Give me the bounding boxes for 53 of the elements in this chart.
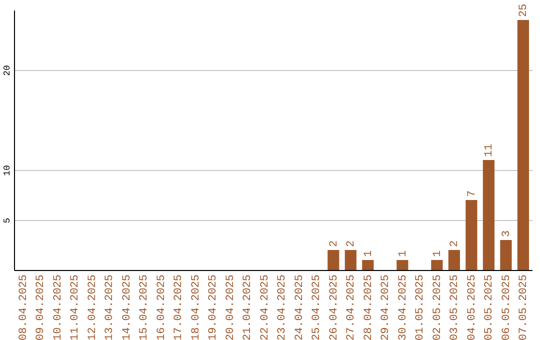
x-tick-label: 20.04.2025 [224,274,237,340]
bar [500,240,512,270]
x-tick-label: 12.04.2025 [86,274,99,340]
data-label: 2 [346,240,358,247]
x-tick-label: 11.04.2025 [70,274,82,340]
data-label: 1 [397,250,410,257]
x-tick-label: 23.04.2025 [276,274,289,340]
x-tick-label: 02.05.2025 [432,274,444,340]
y-tick-label: 10 [2,165,12,176]
data-label: 25 [518,4,530,17]
data-label: 1 [432,250,444,257]
bar [482,160,494,270]
x-tick-label: 07.05.2025 [518,274,530,340]
x-tick-label: 18.04.2025 [190,274,202,340]
bar [396,260,408,270]
bar [328,250,340,270]
x-tick-label: 29.04.2025 [380,274,392,340]
x-tick-label: 06.05.2025 [500,274,513,340]
data-label: 1 [362,250,375,257]
data-label: 3 [500,230,513,237]
data-label: 2 [449,240,462,247]
y-tick-label: 5 [2,218,12,224]
bar [448,250,460,270]
x-tick-label: 28.04.2025 [362,274,375,340]
x-tick-label: 03.05.2025 [449,274,462,340]
x-tick-label: 21.04.2025 [242,274,254,340]
bar [344,250,356,270]
x-tick-label: 30.04.2025 [397,274,410,340]
x-tick-label: 13.04.2025 [104,274,116,340]
bar [431,260,443,270]
x-tick-label: 10.04.2025 [52,274,64,340]
x-tick-label: 25.04.2025 [311,274,324,340]
x-tick-label: 05.05.2025 [484,274,496,340]
x-tick-label: 09.04.2025 [35,274,48,340]
x-tick-label: 04.05.2025 [466,274,478,340]
bar [362,260,374,270]
data-label: 7 [466,190,478,197]
x-tick-label: 24.04.2025 [294,274,306,340]
data-label: 11 [484,143,496,157]
bar [466,200,478,270]
y-tick-label: 20 [2,65,12,76]
x-tick-label: 16.04.2025 [156,274,168,340]
x-tick-label: 19.04.2025 [208,274,220,340]
x-tick-label: 26.04.2025 [328,274,340,340]
x-tick-label: 08.04.2025 [18,274,30,340]
bar [517,20,529,270]
x-tick-label: 27.04.2025 [346,274,358,340]
x-tick-label: 15.04.2025 [138,274,151,340]
x-tick-label: 01.05.2025 [414,274,427,340]
x-tick-label: 17.04.2025 [173,274,186,340]
data-label: 2 [328,240,340,247]
x-tick-label: 14.04.2025 [121,274,134,340]
x-tick-label: 22.04.2025 [259,274,272,340]
